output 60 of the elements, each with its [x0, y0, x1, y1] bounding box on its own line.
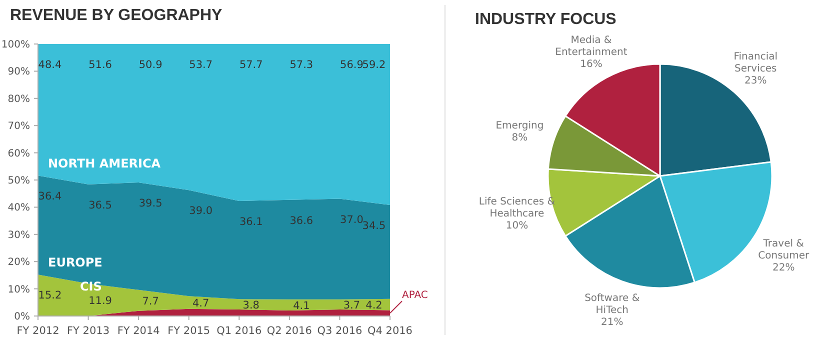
data-label: 48.4: [38, 59, 62, 71]
data-label: 10%: [506, 220, 528, 232]
slice-label: Financial Services: [734, 52, 778, 75]
series-label: NORTH AMERICA: [48, 156, 162, 171]
data-label: 16%: [580, 58, 602, 70]
data-label: 57.7: [239, 59, 263, 71]
x-tick-label: FY 2012: [16, 325, 60, 337]
data-label: 57.3: [290, 59, 314, 71]
data-label: 37.0: [340, 214, 364, 226]
data-label: 36.6: [290, 214, 314, 227]
data-label: 36.1: [239, 216, 263, 228]
data-label: 51.6: [88, 59, 112, 71]
data-label: 4.1: [293, 300, 310, 312]
data-label: 22%: [772, 262, 795, 274]
data-label: 39.0: [189, 205, 213, 218]
data-label: 7.7: [142, 295, 159, 308]
x-tick-label: Q1 2016: [216, 325, 262, 337]
series-label: CIS: [80, 280, 102, 294]
y-tick-label: 60%: [8, 148, 30, 160]
data-label: 3.7: [343, 299, 360, 312]
data-label: 59.2: [362, 59, 386, 71]
data-label: 4.7: [192, 298, 210, 310]
y-tick-label: 80%: [8, 94, 30, 105]
y-tick-label: 0%: [14, 312, 30, 322]
y-tick-label: 10%: [8, 284, 30, 296]
data-label: 53.7: [189, 59, 213, 71]
y-tick-label: 70%: [8, 121, 30, 132]
slice-label: Emerging: [496, 120, 544, 132]
x-tick-label: FY 2014: [117, 325, 160, 337]
x-tick-label: Q4 2016: [367, 325, 413, 337]
data-label: 8%: [512, 132, 528, 144]
data-label: 50.9: [138, 59, 162, 71]
chart-title: INDUSTRY FOCUS: [475, 11, 617, 28]
x-tick-label: FY 2015: [168, 325, 210, 337]
y-tick-label: 90%: [8, 66, 30, 78]
y-tick-label: 30%: [8, 230, 30, 241]
chart-title: REVENUE BY GEOGRAPHY: [10, 7, 223, 24]
x-tick-label: Q2 2016: [266, 325, 312, 337]
slice-label: Media & Entertainment: [555, 34, 628, 58]
data-label: 39.5: [138, 197, 162, 210]
x-tick-label: FY 2013: [67, 325, 110, 337]
slice-label: Travel & Consumer: [758, 238, 810, 262]
data-label: 56.9: [340, 59, 364, 71]
slice-label: Software & HiTech: [584, 293, 640, 316]
data-label: 36.5: [88, 199, 112, 212]
x-tick-label: Q3 2016: [317, 325, 363, 337]
y-tick-label: 20%: [8, 257, 30, 268]
data-label: 36.4: [38, 190, 62, 203]
y-tick-label: 100%: [1, 40, 30, 50]
data-label: 4.2: [366, 300, 382, 312]
y-tick-label: 50%: [8, 176, 30, 186]
data-label: 3.8: [242, 299, 260, 312]
series-label: APAC: [402, 290, 428, 302]
data-label: 11.9: [88, 294, 112, 307]
data-label: 34.5: [362, 220, 386, 232]
series-label: EUROPE: [48, 256, 102, 270]
data-label: 23%: [744, 76, 767, 87]
data-label: 21%: [600, 317, 624, 328]
data-label: 15.2: [38, 290, 62, 302]
y-tick-label: 40%: [8, 202, 30, 214]
